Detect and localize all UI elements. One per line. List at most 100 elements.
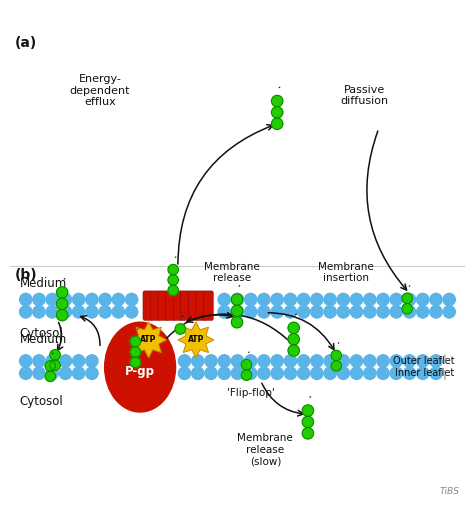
Circle shape [298,367,310,379]
Circle shape [86,367,98,379]
Text: Medium: Medium [19,277,67,290]
Circle shape [56,287,68,298]
FancyBboxPatch shape [165,291,175,321]
Text: Outer leaflet: Outer leaflet [393,356,455,366]
Text: Medium: Medium [19,332,67,346]
Circle shape [377,355,389,367]
Circle shape [50,360,60,371]
Text: Membrane
release: Membrane release [204,262,260,284]
Circle shape [245,294,257,306]
Circle shape [19,294,32,306]
Circle shape [112,294,125,306]
Circle shape [430,355,442,367]
Text: P-gp: P-gp [125,365,155,379]
Circle shape [324,306,336,318]
Circle shape [272,118,283,130]
Circle shape [126,306,138,318]
Circle shape [311,294,323,306]
Circle shape [417,294,429,306]
Circle shape [86,294,98,306]
Circle shape [377,306,389,318]
Circle shape [364,294,376,306]
Circle shape [59,367,72,379]
Circle shape [364,367,376,379]
FancyBboxPatch shape [196,291,206,321]
Circle shape [271,355,283,367]
Text: (b): (b) [15,268,37,282]
Ellipse shape [105,322,175,412]
Text: Cytosol: Cytosol [19,327,64,340]
Circle shape [19,355,32,367]
Circle shape [364,306,376,318]
Circle shape [19,367,32,379]
FancyBboxPatch shape [173,291,183,321]
Circle shape [258,355,270,367]
Circle shape [45,361,55,371]
Circle shape [288,322,300,333]
Circle shape [33,306,45,318]
Circle shape [205,355,217,367]
Circle shape [126,294,138,306]
Circle shape [403,294,416,306]
Circle shape [191,355,204,367]
Circle shape [86,306,98,318]
Circle shape [258,306,270,318]
Text: Membrane
insertion: Membrane insertion [318,262,374,284]
Circle shape [284,367,297,379]
Circle shape [50,350,60,360]
Circle shape [417,355,429,367]
Circle shape [311,367,323,379]
Circle shape [302,427,314,439]
Circle shape [59,355,72,367]
Circle shape [390,367,402,379]
Circle shape [231,305,243,316]
FancyBboxPatch shape [158,291,168,321]
Circle shape [298,294,310,306]
FancyArrowPatch shape [178,125,273,264]
Circle shape [218,367,230,379]
Circle shape [168,285,178,296]
Circle shape [231,294,244,306]
Circle shape [175,324,185,334]
Circle shape [46,306,58,318]
Circle shape [284,355,297,367]
FancyBboxPatch shape [143,291,153,321]
Circle shape [99,294,111,306]
Text: Energy-
dependent
efflux: Energy- dependent efflux [70,74,130,107]
Circle shape [350,306,363,318]
Circle shape [430,367,442,379]
Circle shape [271,367,283,379]
Circle shape [191,367,204,379]
Circle shape [288,333,300,345]
Circle shape [45,371,55,382]
Circle shape [59,294,72,306]
Circle shape [178,367,191,379]
Circle shape [324,367,336,379]
Circle shape [324,355,336,367]
Circle shape [417,367,429,379]
FancyBboxPatch shape [188,291,198,321]
Circle shape [241,370,252,380]
Circle shape [245,367,257,379]
FancyBboxPatch shape [151,291,160,321]
Circle shape [130,357,141,367]
Circle shape [46,355,58,367]
Circle shape [241,359,252,370]
Circle shape [390,355,402,367]
Text: Cytosol: Cytosol [19,395,64,408]
FancyArrowPatch shape [81,316,100,346]
Circle shape [403,367,416,379]
Circle shape [331,361,341,371]
Circle shape [231,367,244,379]
Circle shape [337,306,349,318]
Circle shape [73,355,85,367]
Circle shape [390,306,402,318]
Circle shape [364,355,376,367]
Circle shape [231,294,243,305]
Circle shape [402,293,412,304]
Circle shape [218,294,230,306]
FancyArrowPatch shape [57,322,63,350]
Circle shape [33,294,45,306]
Circle shape [350,294,363,306]
Circle shape [311,306,323,318]
